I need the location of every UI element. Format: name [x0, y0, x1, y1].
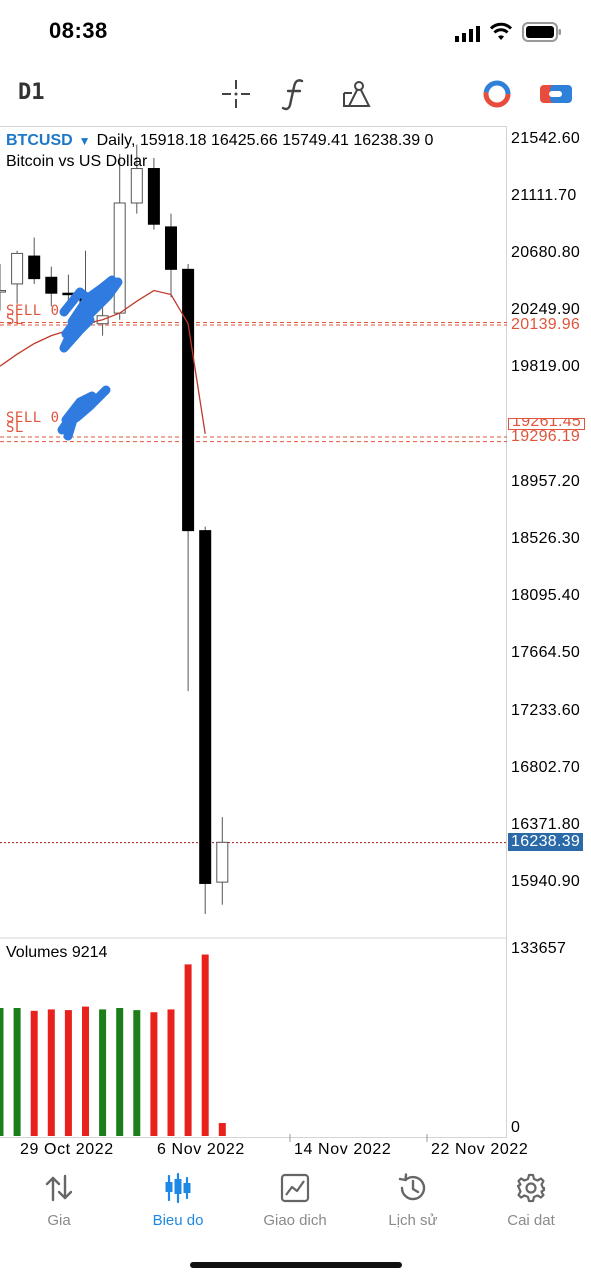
price-tick: 18957.20 [511, 473, 581, 490]
candle-body [28, 255, 41, 280]
volume-axis-max: 133657 [511, 940, 567, 957]
nav-label-gia: Gia [47, 1212, 71, 1229]
symbol-dropdown-icon[interactable]: ▼ [78, 134, 91, 148]
candle-body [165, 226, 177, 270]
cellular-signal-icon [455, 26, 481, 47]
volume-bar [150, 1012, 158, 1136]
price-tick: 17664.50 [511, 644, 581, 661]
price-tag-sell-1: 20139.96 [511, 316, 581, 333]
one-click-trading-icon[interactable] [477, 74, 517, 114]
nav-label-cai-dat: Cai dat [507, 1212, 555, 1229]
volume-bar [201, 954, 209, 1136]
settings-gear-icon [481, 1170, 581, 1206]
price-tag-sell-2: 19261.45 [508, 418, 586, 430]
nav-label-giao-dich: Giao dich [263, 1212, 327, 1229]
candle-body [11, 252, 24, 285]
order-label-sell-1[interactable]: SELL 0 [6, 303, 60, 319]
symbol-description: Bitcoin vs US Dollar [6, 153, 148, 170]
price-tick: 16802.70 [511, 759, 581, 776]
volume-bar [167, 1009, 175, 1136]
volume-bar [47, 1009, 55, 1136]
nav-label-lich-su: Lịch sử [388, 1212, 438, 1229]
chart-panel[interactable] [0, 126, 507, 1138]
candle-body [216, 841, 229, 883]
order-label-sl-1[interactable]: SL [6, 312, 24, 328]
volume-bar [116, 1008, 124, 1136]
symbol-name[interactable]: BTCUSD [6, 132, 73, 149]
status-time: 08:38 [49, 18, 108, 43]
date-tick: 29 Oct 2022 [20, 1141, 114, 1158]
price-tick: 17233.60 [511, 702, 581, 719]
volume-bar [99, 1009, 107, 1136]
nav-label-bieu-do: Bieu do [152, 1212, 204, 1229]
price-tick: 20680.80 [511, 244, 581, 261]
price-tick: 18095.40 [511, 587, 581, 604]
date-tick: 14 Nov 2022 [294, 1141, 392, 1158]
candle-body [130, 168, 143, 204]
volume-bar [0, 1008, 4, 1136]
price-tick: 20249.90 [511, 301, 581, 318]
volumes-label: Volumes 9214 [6, 944, 108, 961]
volume-bar [13, 1008, 21, 1136]
battery-icon [522, 22, 562, 47]
chart-canvas[interactable] [0, 126, 591, 1156]
nav-item-bieu-do[interactable]: Bieu do [128, 1170, 228, 1229]
candle-body [0, 290, 6, 293]
wifi-icon [489, 22, 513, 47]
nav-item-gia[interactable]: Gia [9, 1170, 109, 1229]
volume-bar [218, 1123, 226, 1136]
history-clock-icon [363, 1170, 463, 1206]
candle-body [147, 168, 160, 225]
volume-bar [82, 1006, 89, 1136]
date-tick: 22 Nov 2022 [431, 1141, 529, 1158]
nav-item-lich-su[interactable]: Lịch sử [363, 1170, 463, 1229]
moving-average-line [0, 289, 206, 434]
crosshair-icon[interactable] [216, 74, 256, 114]
scribble-marks [57, 275, 123, 441]
nav-item-giao-dich[interactable]: Giao dich [245, 1170, 345, 1229]
home-indicator [190, 1262, 402, 1268]
price-tick: 19819.00 [511, 358, 581, 375]
quotes-arrows-icon [9, 1170, 109, 1206]
symbol-ohlc: Daily, 15918.18 16425.66 15749.41 16238.… [96, 132, 434, 149]
candle-body [182, 268, 195, 532]
drawing-objects-icon[interactable] [335, 74, 375, 114]
volume-bar [184, 964, 192, 1136]
price-tag-current: 16238.39 [508, 833, 584, 851]
volume-bar [133, 1010, 141, 1136]
nav-item-cai-dat[interactable]: Cai dat [481, 1170, 581, 1229]
price-tag-sl: 19296.19 [511, 428, 581, 445]
function-icon[interactable] [275, 74, 315, 114]
date-tick: 6 Nov 2022 [157, 1141, 245, 1158]
candle-body [199, 530, 212, 884]
chart-candles-icon [128, 1170, 228, 1206]
trade-toggle-icon[interactable] [535, 74, 575, 114]
order-label-sl-2[interactable]: SL [6, 420, 24, 436]
price-tick: 21542.60 [511, 130, 581, 147]
volume-bar [30, 1010, 38, 1136]
candle-body [45, 276, 58, 294]
timeframe-selector[interactable]: D1 [18, 80, 45, 105]
price-tick: 15940.90 [511, 873, 581, 890]
volume-axis-min: 0 [511, 1119, 521, 1136]
volume-bar [64, 1010, 72, 1136]
symbol-header: BTCUSD ▼ Daily, 15918.18 16425.66 15749.41… [6, 132, 433, 150]
price-tick: 18526.30 [511, 530, 581, 547]
order-label-sell-2[interactable]: SELL 0 [6, 410, 60, 426]
trade-chart-icon [245, 1170, 345, 1206]
price-tick: 16371.80 [511, 816, 581, 833]
price-tick: 21111.70 [511, 187, 577, 204]
